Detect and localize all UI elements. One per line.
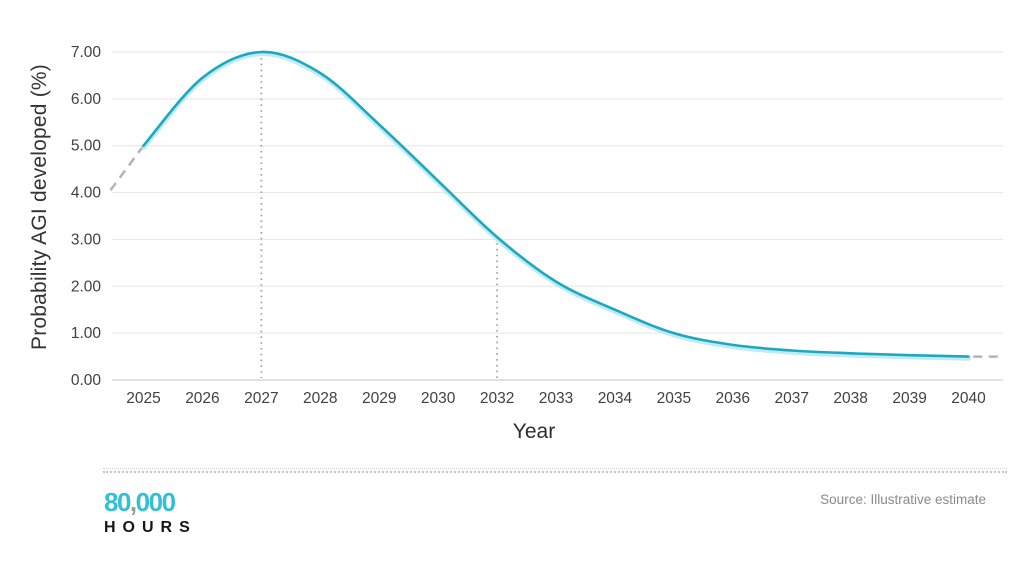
y-tick-label: 4.00 [71, 185, 102, 202]
x-tick-label: 2030 [421, 390, 456, 407]
x-tick-label: 2026 [185, 390, 219, 407]
footer-divider [103, 468, 1007, 474]
y-tick-label: 7.00 [71, 44, 102, 61]
probability-curve-glow [141, 51, 971, 361]
y-axis-title: Probability AGI developed (%) [28, 64, 51, 350]
probability-curve [142, 50, 970, 358]
logo-number-part2: 000 [135, 487, 176, 517]
x-tick-label: 2038 [833, 390, 867, 407]
x-tick-label: 2027 [244, 390, 278, 407]
y-tick-label: 6.00 [71, 91, 102, 108]
x-tick-label: 2037 [774, 390, 808, 407]
y-tick-label: 2.00 [71, 278, 102, 295]
x-tick-label: 2025 [126, 390, 160, 407]
x-tick-label: 2039 [892, 390, 926, 407]
dashed-lead-in [109, 144, 145, 191]
x-tick-label: 2032 [480, 390, 514, 407]
x-tick-label: 2034 [598, 390, 633, 407]
x-tick-label: 2040 [951, 390, 986, 407]
y-tick-label: 1.00 [71, 325, 102, 342]
logo-comma: , [129, 487, 137, 517]
x-tick-label: 2036 [716, 390, 750, 407]
logo-number: 80,000 [104, 489, 197, 515]
x-tick-label: 2035 [657, 390, 691, 407]
y-tick-label: 5.00 [71, 138, 102, 155]
y-tick-label: 0.00 [71, 372, 102, 389]
source-note: Source: Illustrative estimate [820, 492, 986, 507]
x-axis-title: Year [512, 420, 556, 443]
x-tick-label: 2028 [303, 390, 337, 407]
logo-number-part1: 80 [104, 487, 131, 517]
y-tick-label: 3.00 [71, 231, 102, 248]
logo-word-hours: HOURS [104, 519, 197, 536]
x-tick-label: 2029 [362, 390, 396, 407]
chart-canvas: 0.00 1.00 2.00 3.00 4.00 5.00 6.00 7.00 2025 2026… [71, 44, 1004, 407]
80000-hours-logo: 80,000 HOURS [104, 489, 197, 536]
x-tick-label: 2033 [539, 390, 573, 407]
